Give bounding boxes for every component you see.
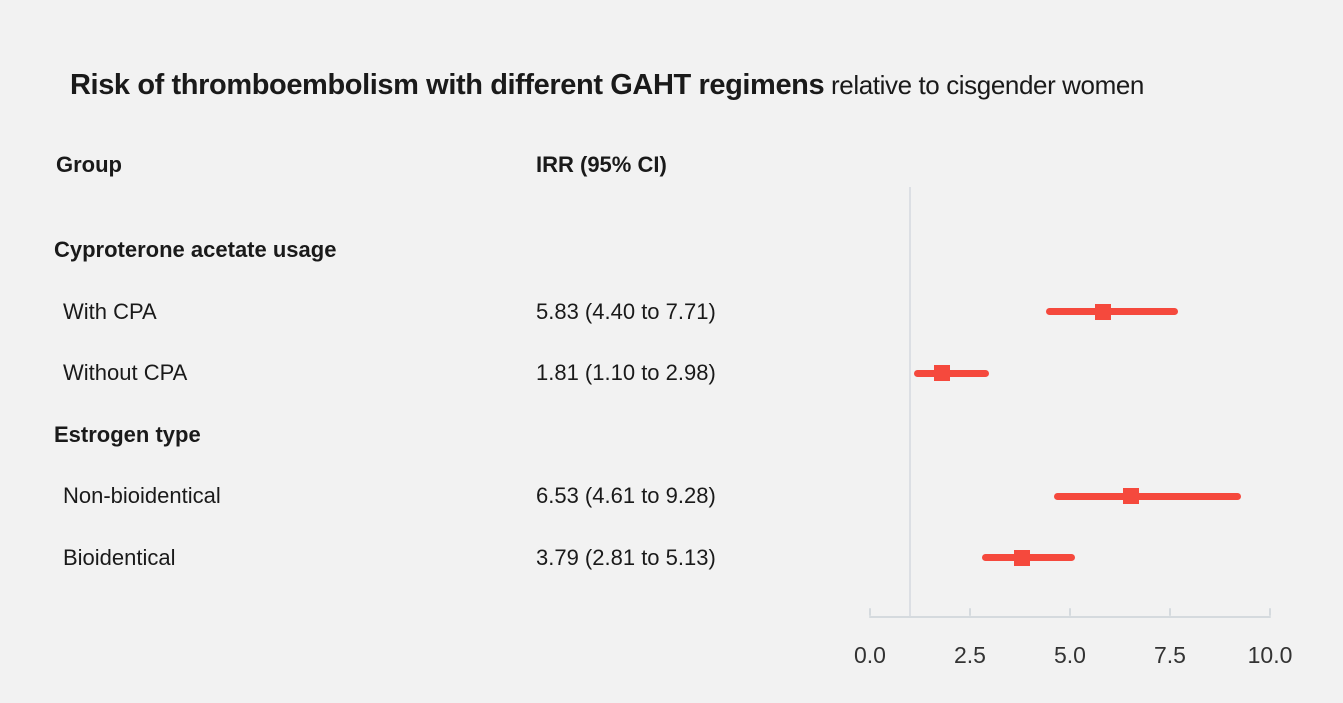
row-value: 3.79 (2.81 to 5.13)	[536, 544, 716, 570]
x-axis-tick	[869, 608, 871, 616]
confidence-interval-line	[1046, 308, 1179, 315]
chart-title: Risk of thromboembolism with different G…	[70, 66, 1144, 104]
confidence-interval-line	[914, 369, 990, 377]
x-axis-tick-label: 7.5	[1154, 642, 1186, 668]
column-header-irr: IRR (95% CI)	[536, 152, 667, 177]
section-label: Estrogen type	[54, 421, 201, 447]
point-estimate-marker	[1095, 303, 1112, 320]
chart-title-strong: Risk of thromboembolism with different G…	[70, 69, 825, 101]
section-label: Cyproterone acetate usage	[54, 237, 337, 262]
x-axis-tick	[1069, 608, 1071, 616]
x-axis-line	[869, 616, 1271, 618]
x-axis-tick-label: 5.0	[1054, 642, 1086, 668]
row-label: With CPA	[63, 298, 157, 324]
point-estimate-marker	[934, 365, 951, 381]
x-axis-tick-label: 10.0	[1247, 642, 1293, 668]
row-label: Bioidentical	[63, 544, 176, 570]
confidence-interval-line	[1054, 492, 1242, 500]
reference-line	[909, 187, 911, 617]
x-axis-tick-label: 0.0	[854, 642, 886, 668]
row-label: Non-bioidentical	[63, 483, 221, 508]
x-axis-tick	[1269, 608, 1271, 616]
row-label: Without CPA	[63, 360, 188, 385]
x-axis-tick	[969, 608, 971, 616]
point-estimate-marker	[1123, 488, 1140, 504]
x-axis-tick	[1169, 608, 1171, 616]
column-header-group: Group	[56, 152, 122, 177]
row-value: 5.83 (4.40 to 7.71)	[536, 298, 716, 324]
chart-title-light: relative to cisgender women	[824, 70, 1144, 100]
x-axis-tick-label: 2.5	[954, 642, 986, 668]
row-value: 6.53 (4.61 to 9.28)	[536, 483, 716, 508]
point-estimate-marker	[1013, 549, 1030, 566]
row-value: 1.81 (1.10 to 2.98)	[536, 360, 716, 385]
